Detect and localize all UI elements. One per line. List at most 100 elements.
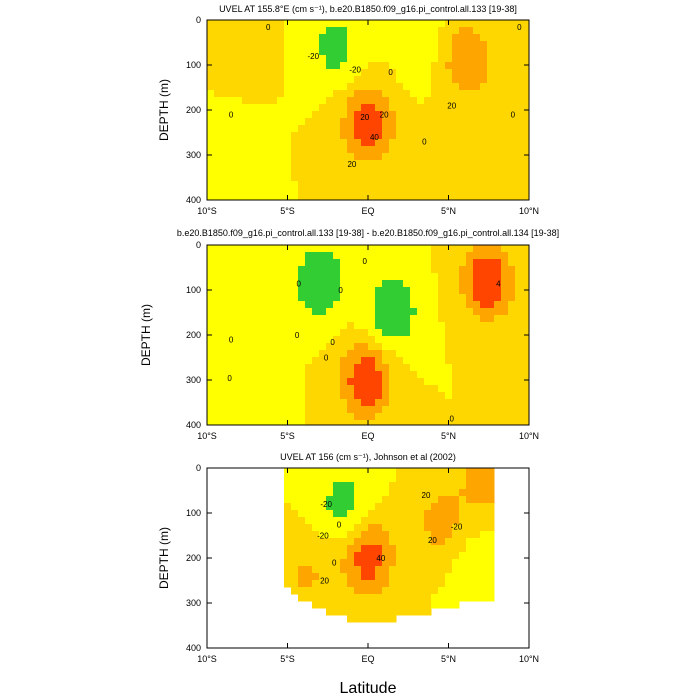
contour-cell <box>368 580 376 588</box>
contour-cell <box>291 174 299 182</box>
contour-cell <box>368 188 376 196</box>
contour-cell <box>445 160 453 168</box>
contour-cell <box>326 280 334 288</box>
contour-cell <box>319 252 327 260</box>
contour-cell <box>284 378 292 386</box>
contour-cell <box>480 489 488 497</box>
contour-cell <box>431 111 439 119</box>
contour-cell <box>473 27 481 35</box>
contour-cell <box>438 573 446 581</box>
contour-cell <box>270 69 278 77</box>
contour-cell <box>473 181 481 189</box>
contour-cell <box>277 245 285 253</box>
contour-cell <box>249 90 257 98</box>
contour-cell <box>501 350 509 358</box>
contour-cell <box>284 406 292 414</box>
contour-cell <box>326 531 334 539</box>
contour-cell <box>214 287 222 295</box>
contour-cell <box>249 329 257 337</box>
contour-cell <box>508 252 516 260</box>
contour-cell <box>417 301 425 309</box>
contour-cell <box>284 55 292 63</box>
contour-cell <box>396 259 404 267</box>
contour-cell <box>326 69 334 77</box>
contour-cell <box>487 167 495 175</box>
contour-cell <box>347 406 355 414</box>
contour-cell <box>473 594 481 602</box>
contour-cell <box>207 139 215 147</box>
contour-cell <box>459 259 467 267</box>
contour-cell <box>403 181 411 189</box>
contour-cell <box>480 259 488 267</box>
contour-cell <box>319 545 327 553</box>
contour-cell <box>452 517 460 525</box>
contour-cell <box>207 364 215 372</box>
contour-cell <box>333 125 341 133</box>
contour-cell <box>326 315 334 323</box>
contour-cell <box>438 188 446 196</box>
contour-cell <box>312 496 320 504</box>
contour-cell <box>249 336 257 344</box>
contour-cell <box>431 167 439 175</box>
contour-cell <box>284 573 292 581</box>
contour-cell <box>515 385 523 393</box>
contour-cell <box>333 259 341 267</box>
contour-cell <box>396 118 404 126</box>
contour-cell <box>396 601 404 609</box>
contour-cell <box>403 259 411 267</box>
contour-cell <box>249 41 257 49</box>
contour-cell <box>235 132 243 140</box>
contour-cell <box>298 364 306 372</box>
contour-cell <box>452 489 460 497</box>
contour-cell <box>389 580 397 588</box>
contour-cell <box>361 111 369 119</box>
contour-cell <box>249 343 257 351</box>
contour-cell <box>284 160 292 168</box>
contour-cell <box>375 20 383 28</box>
contour-cell <box>403 111 411 119</box>
contour-cell <box>501 371 509 379</box>
contour-cell <box>312 280 320 288</box>
contour-cell <box>361 160 369 168</box>
contour-cell <box>361 545 369 553</box>
contour-cell <box>284 90 292 98</box>
contour-cell <box>417 475 425 483</box>
contour-cell <box>312 468 320 476</box>
contour-cell <box>319 34 327 42</box>
contour-cell <box>312 132 320 140</box>
contour-cell <box>284 329 292 337</box>
contour-cell <box>221 188 229 196</box>
x-tick-label: 5°N <box>441 431 456 441</box>
contour-cell <box>347 336 355 344</box>
contour-cell <box>221 132 229 140</box>
contour-cell <box>333 139 341 147</box>
contour-cell <box>431 580 439 588</box>
contour-cell <box>291 315 299 323</box>
contour-cell <box>487 350 495 358</box>
contour-cell <box>368 475 376 483</box>
contour-cell <box>354 364 362 372</box>
contour-cell <box>368 392 376 400</box>
contour-cell <box>291 195 299 200</box>
contour-cell <box>242 385 250 393</box>
contour-cell <box>263 34 271 42</box>
contour-cell <box>466 97 474 105</box>
contour-cell <box>319 399 327 407</box>
contour-cell <box>249 62 257 70</box>
contour-cell <box>452 34 460 42</box>
contour-cell <box>501 195 509 200</box>
contour-cell <box>242 111 250 119</box>
contour-cell <box>522 195 529 200</box>
contour-cell <box>305 188 313 196</box>
contour-cell <box>424 364 432 372</box>
contour-cell <box>354 573 362 581</box>
contour-cell <box>410 62 418 70</box>
contour-cell <box>319 97 327 105</box>
contour-cell <box>389 357 397 365</box>
contour-cell <box>466 48 474 56</box>
contour-cell <box>326 608 334 616</box>
contour-cell <box>221 195 229 200</box>
contour-cell <box>487 111 495 119</box>
contour-cell <box>515 413 523 421</box>
contour-cell <box>431 125 439 133</box>
